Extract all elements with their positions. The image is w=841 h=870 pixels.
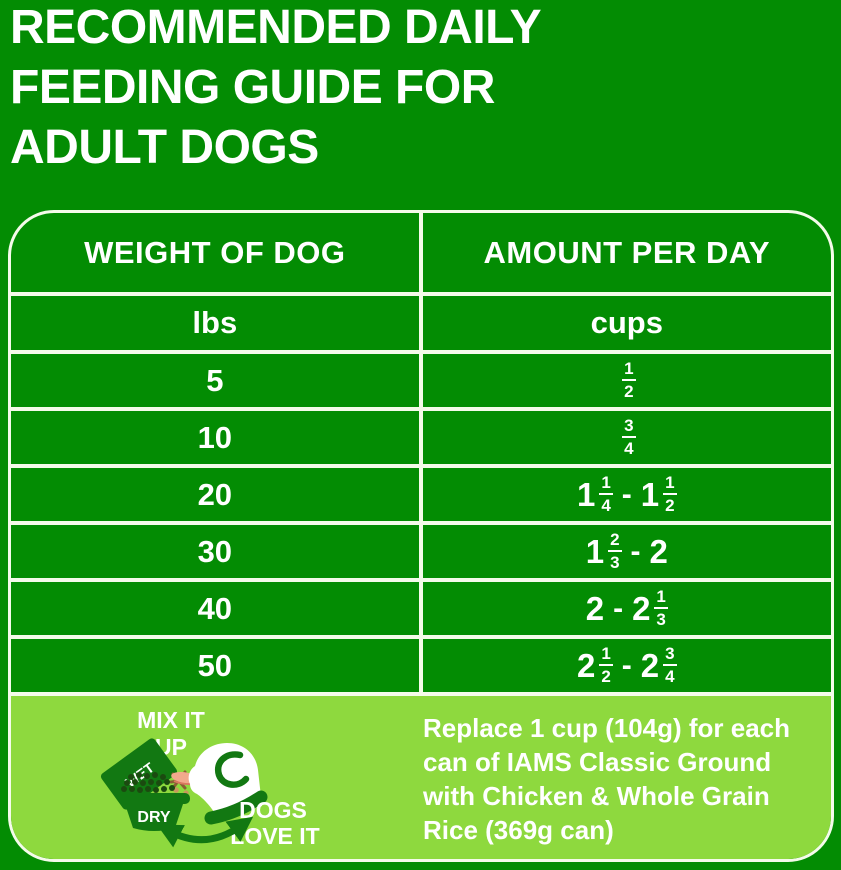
replacement-note: Replace 1 cup (104g) for each can of IAMS… (423, 711, 790, 847)
range-dash: - (613, 591, 624, 625)
dog-ear (214, 751, 250, 788)
page-title-line: FEEDING GUIDE FOR (10, 61, 495, 114)
replacement-note-line: Rice (369g can) (423, 815, 614, 845)
dry-label: DRY (137, 809, 171, 826)
footer-panel: MIX IT UP WET (11, 692, 831, 859)
mix-arrow (156, 816, 254, 848)
replacement-note-line: Replace 1 cup (104g) for each (423, 713, 791, 743)
page-title-line: RECOMMENDED DAILY (10, 1, 542, 54)
whole-number: 1 (585, 532, 605, 570)
dry-bowl: DRY (118, 793, 190, 831)
units-row: lbs cups (11, 292, 831, 350)
whole-number: 2 (576, 646, 596, 684)
weight-cell: 50 (11, 635, 423, 692)
range-dash: - (621, 648, 632, 682)
col-header-amount: AMOUNT PER DAY (483, 234, 771, 270)
dogs-love-it-label: DOGS (239, 797, 307, 823)
page-title-line: ADULT DOGS (10, 121, 319, 174)
whole-number: 2 (640, 646, 660, 684)
whole-number: 2 (585, 589, 605, 627)
table-header-row: WEIGHT OF DOG AMOUNT PER DAY (11, 213, 831, 292)
weight-cell: 30 (11, 521, 423, 578)
mix-it-up-label: MIX IT (137, 707, 205, 733)
mix-it-up-illustration: MIX IT UP WET (100, 707, 320, 849)
weight-cell: 10 (11, 407, 423, 464)
range-dash: - (621, 477, 632, 511)
whole-number: 1 (576, 475, 596, 513)
table-body: 5 1 2 10 3 4 20 1 1 4-1 1 2 30 1 2 3-2 40 2-2 1 3 50 2 1 2-2 3 4 (11, 350, 831, 692)
table-row: 30 1 2 3-2 (11, 521, 831, 578)
table-row: 10 3 4 (11, 407, 831, 464)
replacement-note-line: can of IAMS Classic Ground (423, 747, 772, 777)
page-title: RECOMMENDED DAILY FEEDING GUIDE FOR ADULT … (10, 0, 542, 178)
dogs-love-it-label-2: LOVE IT (230, 823, 319, 849)
kibble (121, 772, 175, 793)
unit-amount: cups (422, 292, 831, 350)
col-header-weight: WEIGHT OF DOG (11, 213, 423, 292)
weight-cell: 5 (11, 350, 423, 407)
table-row: 20 1 1 4-1 1 2 (11, 464, 831, 521)
whole-number: 2 (632, 589, 651, 627)
unit-weight: lbs (11, 292, 423, 350)
replacement-note-line: with Chicken & Whole Grain (423, 781, 770, 811)
weight-cell: 40 (11, 578, 423, 635)
weight-cell: 20 (11, 464, 423, 521)
table-row: 40 2-2 1 3 (11, 578, 831, 635)
table-row: 50 2 1 2-2 3 4 (11, 635, 831, 692)
whole-number: 2 (649, 532, 668, 570)
whole-number: 1 (640, 475, 660, 513)
range-dash: - (630, 534, 641, 568)
